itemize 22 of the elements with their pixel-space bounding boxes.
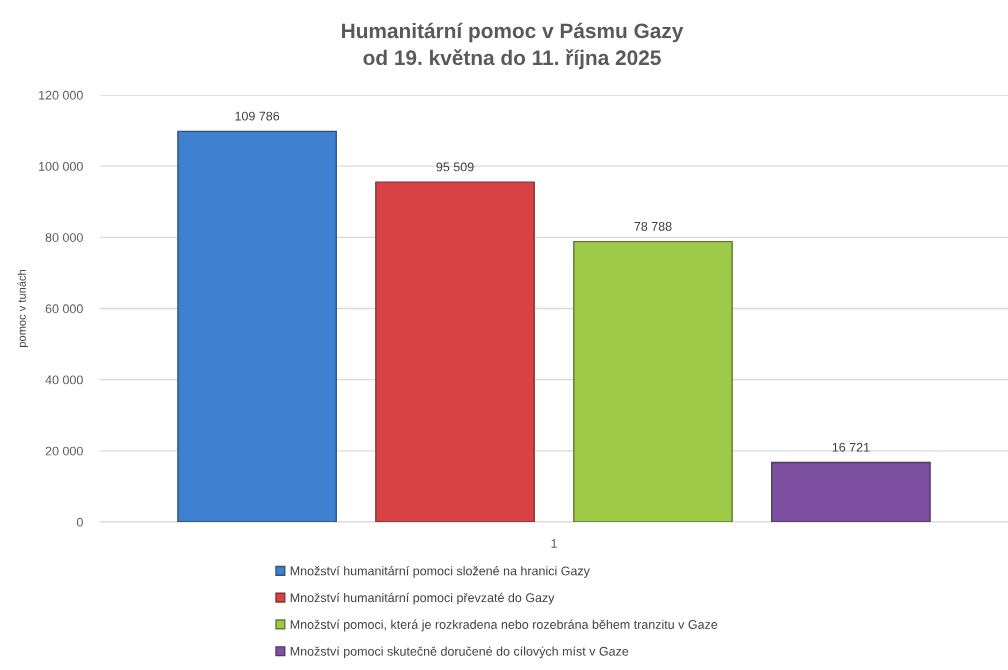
y-tick-label: 20 000 — [45, 446, 83, 456]
y-tick-label: 60 000 — [45, 304, 83, 314]
legend-label: Množství humanitární pomoci složené na hranici Gazy — [290, 566, 590, 578]
data-label: 109 786 — [235, 111, 280, 121]
legend-label: Množství humanitární pomoci převzaté do Gazy — [290, 592, 555, 605]
y-tick-label: 100 000 — [39, 161, 83, 171]
bar — [573, 240, 733, 522]
bar — [375, 181, 535, 522]
data-label: 95 509 — [436, 162, 474, 172]
bar — [771, 461, 931, 522]
legend-label: Množství pomoci, která je rozkradena nebo rozebrána během tranzitu v Gaze — [290, 619, 718, 632]
y-tick-label: 80 000 — [45, 233, 83, 242]
y-axis-title: pomoc v tunách — [17, 270, 28, 347]
data-label: 78 788 — [634, 221, 672, 231]
bar — [177, 130, 337, 522]
y-tick-label: 0 — [76, 517, 83, 527]
legend-label: Množství pomoci skutečně doručené do cílových míst v Gaze — [290, 646, 629, 659]
y-tick-label: 120 000 — [39, 90, 83, 100]
data-label: 16 721 — [832, 442, 870, 452]
chart-title: Humanitární pomoc v Pásmu Gazy od 19. května do 11. října 2025 — [342, 22, 684, 70]
x-tick-label: 1 — [551, 539, 557, 548]
y-tick-label: 40 000 — [45, 375, 83, 385]
